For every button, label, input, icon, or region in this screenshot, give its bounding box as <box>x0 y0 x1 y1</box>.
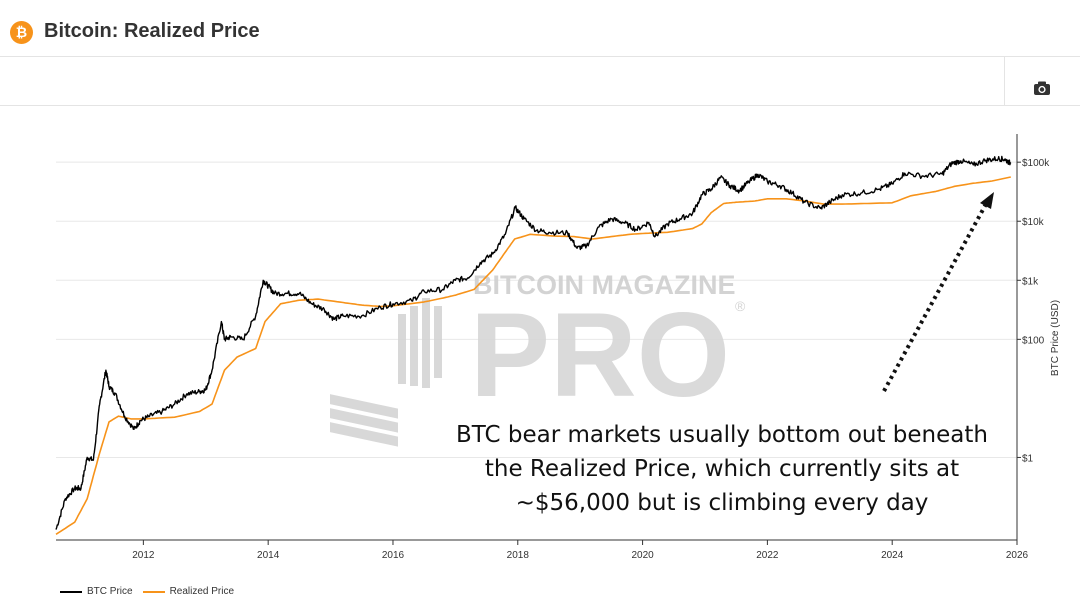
legend-swatch-realized <box>142 590 165 593</box>
x-tick-label: 2014 <box>257 550 280 561</box>
x-tick-label: 2016 <box>382 550 405 561</box>
x-tick-label: 2018 <box>507 550 530 561</box>
y-axis-label: BTC Price (USD) <box>1050 300 1061 376</box>
series-line-btc-price <box>55 155 1012 530</box>
x-tick-label: 2026 <box>1006 550 1029 561</box>
y-tick-label: $10k <box>1022 217 1045 228</box>
legend-swatch-btc <box>60 590 82 593</box>
camera-icon[interactable] <box>1031 78 1053 98</box>
y-tick-label: $100 <box>1022 335 1045 346</box>
annotation-text: BTC bear markets usually bottom out bene… <box>456 422 988 516</box>
bitcoin-logo-icon: ₿ <box>10 21 33 44</box>
watermark-line1: BITCOIN MAGAZINE <box>473 270 736 300</box>
watermark-registered: ® <box>735 298 746 314</box>
series-layer <box>55 155 1012 535</box>
watermark-line2: PRO <box>470 288 730 422</box>
annotation-arrow-line <box>882 203 988 392</box>
x-axis-ticks: 2012 2014 2016 2018 2020 2022 2024 2026 <box>132 540 1029 561</box>
legend-item-btc-price[interactable]: BTC Price <box>60 586 133 597</box>
annotation-arrow-head-icon <box>980 192 994 209</box>
legend-label-realized: Realized Price <box>169 586 235 597</box>
series-line-realized-price <box>55 176 1011 535</box>
toolbar <box>0 57 1080 106</box>
page-title: Bitcoin: Realized Price <box>44 20 260 42</box>
y-axis-ticks: $1 $100 $1k $10k $100k <box>1017 158 1050 464</box>
x-tick-label: 2012 <box>132 550 155 561</box>
y-tick-label: $100k <box>1022 158 1050 169</box>
toolbar-divider <box>1004 57 1005 105</box>
y-tick-label: $1k <box>1022 276 1039 287</box>
grid-lines <box>56 161 1017 458</box>
watermark-logo-icon <box>330 298 442 447</box>
x-tick-label: 2022 <box>756 550 779 561</box>
legend-item-realized-price[interactable]: Realized Price <box>142 586 235 597</box>
x-tick-label: 2024 <box>881 550 904 561</box>
header: ₿ Bitcoin: Realized Price <box>0 0 1080 57</box>
legend: BTC Price Realized Price <box>60 586 244 597</box>
x-tick-label: 2020 <box>631 550 654 561</box>
chart-area: BITCOIN MAGAZINE PRO ® 2012 2014 2016 2018 2… <box>55 134 1061 561</box>
watermark: BITCOIN MAGAZINE PRO ® <box>330 270 746 447</box>
y-tick-label: $1 <box>1022 453 1034 464</box>
legend-label-btc: BTC Price <box>87 586 133 597</box>
